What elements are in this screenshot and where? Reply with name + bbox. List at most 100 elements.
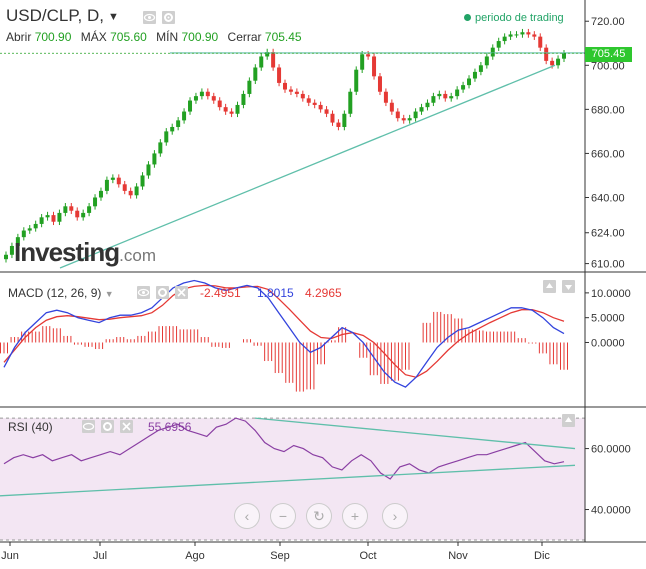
- close-icon[interactable]: [175, 286, 188, 299]
- candle-body: [377, 76, 382, 92]
- x-tick-label: Dic: [534, 550, 550, 562]
- gear-icon[interactable]: [162, 11, 175, 24]
- candle-body: [383, 91, 388, 103]
- high-label: MÁX: [80, 30, 107, 44]
- candle-body: [15, 237, 20, 246]
- rsi-line: [3, 417, 565, 480]
- close-label: Cerrar: [227, 30, 262, 44]
- y-tick-label: 720.00: [591, 16, 625, 28]
- candle-body: [478, 65, 483, 72]
- candle-body: [253, 67, 258, 81]
- candle-body: [229, 111, 234, 114]
- candle-body: [104, 179, 109, 191]
- rsi-header[interactable]: RSI (40): [8, 420, 53, 434]
- candle-body: [27, 228, 32, 231]
- candle-body: [39, 217, 44, 224]
- candle-body: [532, 34, 537, 37]
- rsi-resistance-trendline: [254, 417, 576, 450]
- candle-body: [211, 96, 216, 101]
- candle-body: [235, 104, 240, 114]
- candle-body: [176, 120, 181, 127]
- legend-dot-icon: [464, 14, 471, 21]
- candle-body: [330, 113, 335, 123]
- candle-body: [152, 153, 157, 165]
- candle-body: [122, 184, 127, 191]
- candle-body: [300, 93, 305, 99]
- last-price-tag: 705.45: [585, 47, 632, 62]
- support-trendline: [59, 64, 556, 269]
- y-tick-label: 40.0000: [591, 505, 631, 517]
- chevron-left-icon[interactable]: ‹: [234, 503, 260, 529]
- symbol-title[interactable]: USD/CLP, D, ▼: [6, 6, 119, 26]
- candle-body: [146, 164, 151, 176]
- candle-body: [294, 91, 299, 94]
- gear-icon[interactable]: [101, 420, 114, 433]
- candle-body: [490, 47, 495, 57]
- x-tick-label: Oct: [359, 550, 376, 562]
- candle-body: [526, 32, 531, 35]
- candle-body: [164, 131, 169, 143]
- candle-body: [45, 215, 50, 218]
- candle-body: [318, 104, 323, 110]
- candle-body: [366, 54, 371, 57]
- reset-icon[interactable]: ↻: [306, 503, 332, 529]
- candle-body: [437, 93, 442, 97]
- candle-body: [75, 210, 80, 218]
- y-tick-label: 640.00: [591, 192, 625, 204]
- candle-body: [562, 53, 566, 59]
- minus-icon[interactable]: −: [270, 503, 296, 529]
- candle-body: [443, 93, 448, 99]
- macd-value-1: -2.4951: [200, 286, 241, 300]
- plus-icon[interactable]: +: [342, 503, 368, 529]
- close-value: 705.45: [264, 30, 302, 44]
- candle-body: [419, 107, 424, 112]
- candle-body: [223, 107, 228, 112]
- arrow-up-icon[interactable]: [562, 414, 575, 427]
- candle-body: [360, 54, 365, 70]
- y-tick-label: 660.00: [591, 148, 625, 160]
- gear-icon[interactable]: [156, 286, 169, 299]
- price-panel: [0, 28, 585, 269]
- arrow-up-icon[interactable]: [543, 280, 556, 293]
- candle-body: [288, 89, 293, 92]
- symbol-label: USD/CLP, D,: [6, 6, 104, 25]
- candle-body: [550, 60, 555, 66]
- x-tick-label: Jul: [93, 550, 107, 562]
- eye-icon[interactable]: [137, 286, 150, 299]
- candle-body: [158, 142, 163, 154]
- x-tick-label: Sep: [270, 550, 290, 562]
- logo-domain: .com: [119, 246, 156, 265]
- candle-body: [69, 206, 74, 211]
- macd-line: [3, 279, 565, 388]
- candle-body: [51, 215, 56, 222]
- eye-icon[interactable]: [143, 11, 156, 24]
- chevron-right-icon[interactable]: ›: [382, 503, 408, 529]
- candle-body: [188, 100, 193, 112]
- candle-body: [514, 34, 519, 36]
- candle-body: [140, 175, 145, 187]
- eye-icon[interactable]: [82, 420, 95, 433]
- candle-body: [205, 91, 210, 97]
- x-tick-label: Jun: [1, 550, 19, 562]
- candle-body: [538, 36, 543, 48]
- candle-body: [425, 102, 430, 108]
- candle-body: [520, 32, 525, 35]
- close-icon[interactable]: [120, 420, 133, 433]
- macd-label: MACD (12, 26, 9): [8, 286, 102, 300]
- rsi-label: RSI (40): [8, 420, 53, 434]
- candle-body: [556, 58, 561, 66]
- macd-value-3: 4.2965: [305, 286, 342, 300]
- candle-body: [455, 89, 460, 97]
- candle-body: [265, 52, 270, 57]
- candle-body: [372, 56, 377, 77]
- open-value: 700.90: [34, 30, 72, 44]
- chevron-down-icon[interactable]: ▼: [107, 10, 119, 23]
- candle-body: [57, 212, 62, 222]
- candle-body: [193, 96, 198, 101]
- arrow-down-icon[interactable]: [562, 280, 575, 293]
- macd-header[interactable]: MACD (12, 26, 9) ▼: [8, 286, 114, 300]
- y-tick-label: 610.00: [591, 259, 625, 271]
- candle-body: [502, 36, 507, 42]
- chevron-down-icon[interactable]: ▼: [104, 289, 114, 299]
- candle-body: [93, 197, 98, 207]
